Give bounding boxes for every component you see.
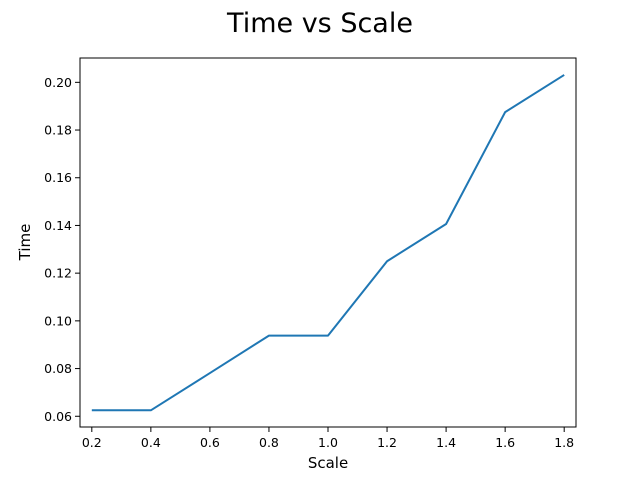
x-tick-label: 1.6 xyxy=(495,435,515,450)
x-tick-label: 0.8 xyxy=(259,435,279,450)
y-tick-label: 0.20 xyxy=(44,75,72,90)
y-tick-label: 0.14 xyxy=(44,218,72,233)
y-axis-label: Time xyxy=(16,224,34,262)
y-tick-label: 0.06 xyxy=(44,409,72,424)
y-tick-label: 0.18 xyxy=(44,123,72,138)
x-tick-label: 1.4 xyxy=(436,435,456,450)
x-tick-label: 0.4 xyxy=(141,435,161,450)
x-axis-ticks: 0.2 0.4 0.6 0.8 1.0 1.2 1.4 1.6 1.8 xyxy=(82,427,574,450)
y-tick-label: 0.10 xyxy=(44,313,72,328)
chart-title: Time vs Scale xyxy=(226,8,413,39)
y-tick-label: 0.12 xyxy=(44,266,72,281)
x-tick-label: 0.6 xyxy=(200,435,220,450)
x-tick-label: 1.2 xyxy=(377,435,397,450)
x-tick-label: 1.8 xyxy=(554,435,574,450)
plot-area xyxy=(79,57,577,428)
x-tick-label: 1.0 xyxy=(318,435,338,450)
series-line-0 xyxy=(91,74,565,412)
y-axis-ticks: 0.06 0.08 0.10 0.12 0.14 0.16 0.18 0.20 xyxy=(44,75,80,424)
plot-frame xyxy=(79,57,577,428)
x-tick-label: 0.2 xyxy=(82,435,102,450)
x-axis-label: Scale xyxy=(308,454,348,472)
y-tick-label: 0.08 xyxy=(44,361,72,376)
y-tick-label: 0.16 xyxy=(44,170,72,185)
